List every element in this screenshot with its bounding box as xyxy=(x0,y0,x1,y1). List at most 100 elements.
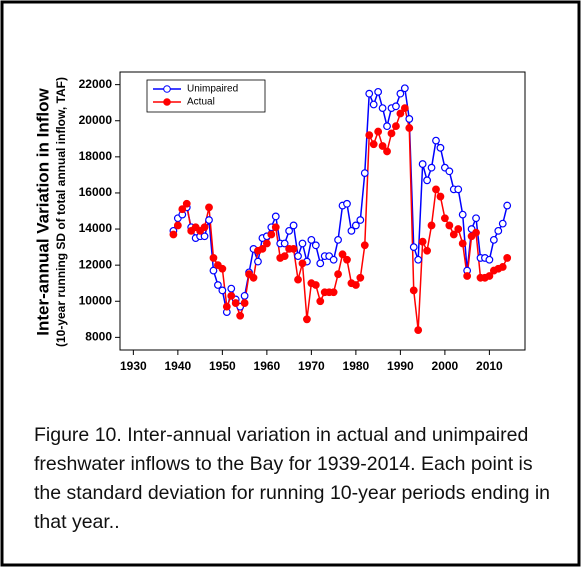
x-tick-label: 1930 xyxy=(120,359,147,373)
point xyxy=(503,201,512,210)
legend-label: Actual xyxy=(187,97,215,108)
legend-label: Unimpaired xyxy=(187,84,238,95)
caption: Figure 10. Inter-annual variation in act… xyxy=(34,424,551,533)
point xyxy=(436,192,445,201)
x-tick-label: 1950 xyxy=(209,359,236,373)
x-tick-label: 2010 xyxy=(476,359,503,373)
point xyxy=(169,230,178,239)
legend-marker xyxy=(163,98,171,106)
point xyxy=(427,163,436,172)
point xyxy=(494,226,503,235)
point xyxy=(503,254,512,262)
point xyxy=(178,205,187,214)
point xyxy=(374,87,383,96)
point xyxy=(369,140,378,149)
y-tick-label: 22000 xyxy=(79,77,113,91)
point xyxy=(285,226,294,235)
point xyxy=(374,127,383,136)
point xyxy=(445,221,454,230)
point xyxy=(316,297,325,306)
point xyxy=(498,219,507,228)
point xyxy=(454,185,463,194)
point xyxy=(463,272,472,280)
point xyxy=(485,272,494,280)
point xyxy=(267,230,276,239)
point xyxy=(214,281,222,289)
point xyxy=(298,259,307,268)
point xyxy=(200,223,209,232)
point xyxy=(316,259,325,268)
point xyxy=(378,142,387,150)
x-tick-label: 1960 xyxy=(254,359,281,373)
point xyxy=(423,246,431,255)
point xyxy=(392,122,400,131)
point xyxy=(182,199,191,208)
point xyxy=(303,315,311,324)
point xyxy=(205,216,213,224)
point xyxy=(343,255,351,264)
point xyxy=(365,131,374,140)
point xyxy=(338,250,347,259)
point xyxy=(209,254,218,262)
point xyxy=(173,221,182,230)
point xyxy=(378,104,387,113)
y-tick-label: 16000 xyxy=(79,185,113,199)
point xyxy=(249,273,258,282)
y-tick-label: 14000 xyxy=(79,221,113,235)
point xyxy=(396,89,405,98)
point xyxy=(418,160,427,168)
point xyxy=(458,239,467,248)
point xyxy=(258,245,267,253)
point xyxy=(307,235,316,244)
point xyxy=(405,124,414,132)
point xyxy=(298,239,307,248)
y-tick-label: 8000 xyxy=(85,330,112,344)
point xyxy=(383,147,391,156)
point xyxy=(271,223,280,232)
point xyxy=(280,239,289,248)
point xyxy=(334,235,342,244)
point xyxy=(271,212,280,221)
point xyxy=(454,225,463,233)
point xyxy=(396,109,405,118)
y-axis-subtitle: (10-year running SD of total annual infl… xyxy=(54,77,68,347)
y-tick-label: 20000 xyxy=(79,113,113,127)
point xyxy=(409,243,418,252)
point xyxy=(432,136,440,145)
x-tick-label: 1970 xyxy=(298,359,325,373)
point xyxy=(262,239,271,248)
x-tick-label: 1990 xyxy=(387,359,414,373)
point xyxy=(218,264,227,273)
point xyxy=(423,176,431,185)
plot-frame xyxy=(119,71,526,351)
y-axis-title: Inter-annual Variation in Inflow xyxy=(33,87,52,335)
point xyxy=(458,210,467,219)
point xyxy=(472,228,480,237)
point xyxy=(218,286,227,295)
point xyxy=(414,255,423,264)
y-tick-label: 18000 xyxy=(79,149,113,163)
point xyxy=(360,241,369,250)
point xyxy=(365,89,374,98)
point xyxy=(360,169,369,177)
point xyxy=(489,235,498,244)
point xyxy=(294,275,302,284)
point xyxy=(351,281,360,289)
point xyxy=(392,102,400,111)
point xyxy=(311,281,320,289)
point xyxy=(236,311,245,320)
point xyxy=(311,241,320,250)
point xyxy=(209,266,218,275)
point xyxy=(387,129,396,138)
point xyxy=(418,237,427,246)
point xyxy=(414,326,423,335)
point xyxy=(240,299,249,307)
x-tick-label: 2000 xyxy=(432,359,459,373)
point xyxy=(400,84,409,93)
point xyxy=(280,252,289,261)
point xyxy=(254,257,262,266)
point xyxy=(445,167,454,176)
